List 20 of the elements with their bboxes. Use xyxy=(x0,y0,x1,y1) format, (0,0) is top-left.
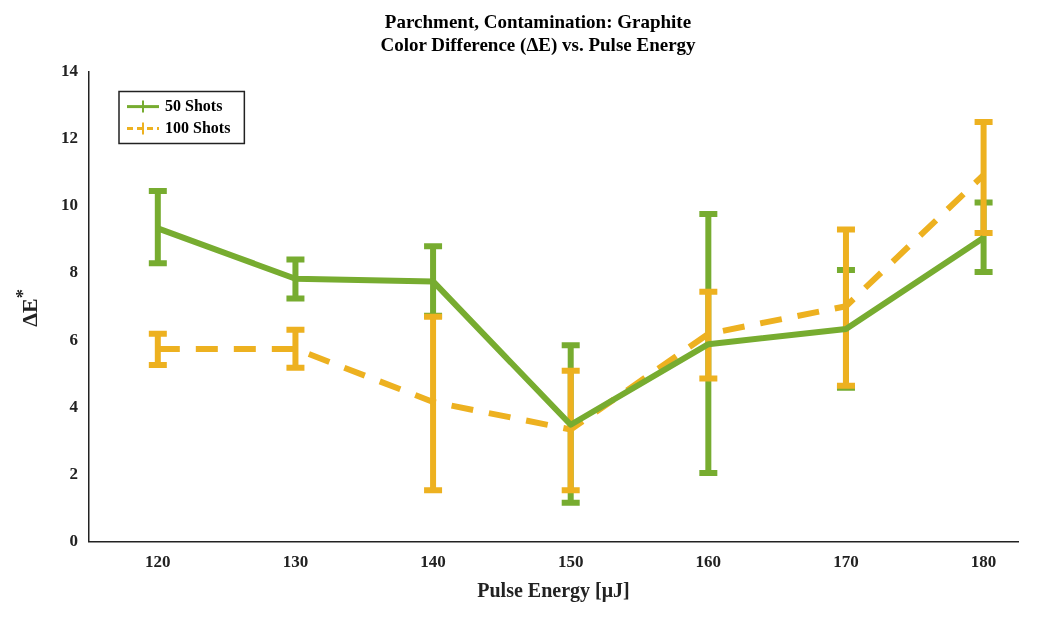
y-tick-label: 12 xyxy=(61,128,78,148)
x-tick-label: 120 xyxy=(145,552,171,572)
y-tick-label: 8 xyxy=(69,262,78,282)
x-tick-label: 130 xyxy=(282,552,309,572)
x-tick-label: 170 xyxy=(833,552,859,572)
x-tick-label: 160 xyxy=(695,552,722,572)
y-tick-label: 4 xyxy=(69,396,79,416)
y-tick-label: 10 xyxy=(61,195,78,215)
legend-label: 50 Shots xyxy=(165,96,223,114)
x-tick-label: 180 xyxy=(970,552,997,572)
text: Color Difference (ΔE) vs. Pulse Energy xyxy=(380,34,696,56)
y-tick-label: 14 xyxy=(61,60,79,80)
x-tick-label: 150 xyxy=(557,552,584,572)
y-tick-label: 2 xyxy=(69,463,78,483)
legend-label: 100 Shots xyxy=(165,118,231,136)
y-tick-label: 0 xyxy=(69,530,78,550)
x-tick-label: 140 xyxy=(420,552,446,572)
x-axis-title: Pulse Energy [μJ] xyxy=(477,579,630,603)
y-tick-label: 6 xyxy=(69,329,78,349)
text: Parchment, Contamination: Graphite xyxy=(384,11,692,33)
